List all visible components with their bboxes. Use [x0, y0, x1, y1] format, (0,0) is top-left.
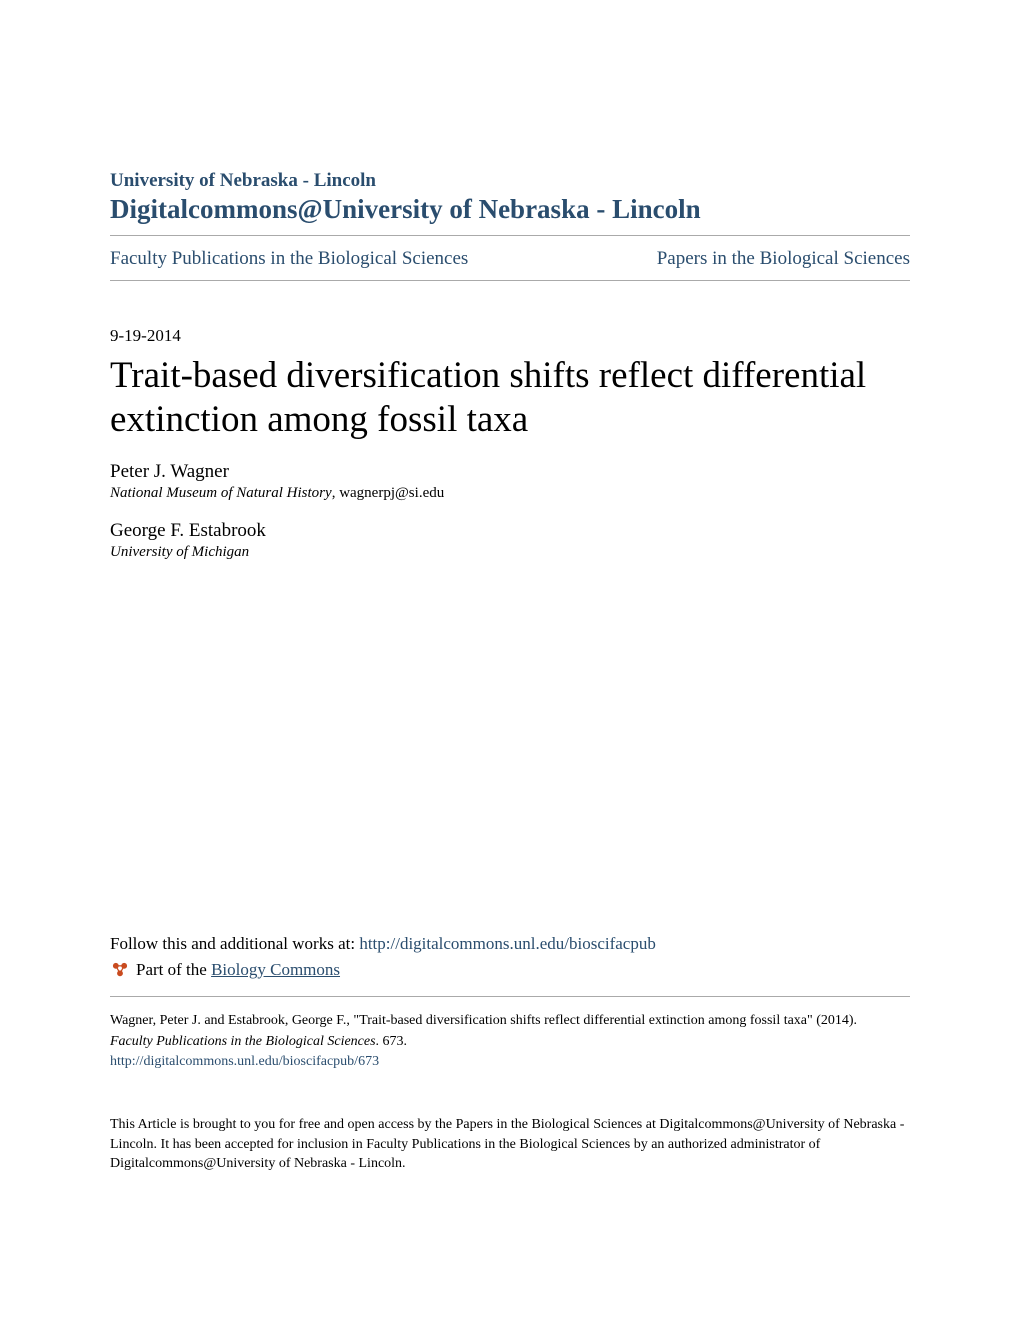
- author-name: George F. Estabrook: [110, 520, 910, 542]
- partof-link[interactable]: Biology Commons: [211, 960, 340, 979]
- collection-row: Faculty Publications in the Biological S…: [110, 248, 910, 270]
- citation-line2: Faculty Publications in the Biological S…: [110, 1032, 910, 1052]
- author-block-1: Peter J. Wagner National Museum of Natur…: [110, 461, 910, 502]
- spacer: [110, 579, 910, 934]
- author-affiliation: University of Michigan: [110, 544, 910, 561]
- partof-prefix: Part of the: [136, 960, 211, 979]
- citation-series: Faculty Publications in the Biological S…: [110, 1034, 376, 1049]
- publication-date: 9-19-2014: [110, 326, 910, 346]
- divider-collections: [110, 280, 910, 281]
- network-icon: [110, 960, 130, 980]
- divider-citation: [110, 996, 910, 997]
- paper-title: Trait-based diversification shifts refle…: [110, 354, 910, 443]
- follow-line: Follow this and additional works at: htt…: [110, 934, 910, 954]
- citation-url[interactable]: http://digitalcommons.unl.edu/bioscifacp…: [110, 1054, 910, 1070]
- follow-link[interactable]: http://digitalcommons.unl.edu/bioscifacp…: [359, 934, 656, 953]
- repository-name[interactable]: Digitalcommons@University of Nebraska - …: [110, 194, 910, 225]
- affiliation-institution: University of Michigan: [110, 544, 249, 560]
- follow-text: Follow this and additional works at:: [110, 934, 359, 953]
- partof-line: Part of the Biology Commons: [110, 960, 910, 980]
- author-name: Peter J. Wagner: [110, 461, 910, 483]
- citation-number: . 673.: [376, 1034, 408, 1049]
- affiliation-email: , wagnerpj@si.edu: [332, 485, 445, 501]
- author-block-2: George F. Estabrook University of Michig…: [110, 520, 910, 561]
- collection-left[interactable]: Faculty Publications in the Biological S…: [110, 248, 468, 270]
- affiliation-institution: National Museum of Natural History: [110, 485, 332, 501]
- author-affiliation: National Museum of Natural History, wagn…: [110, 485, 910, 502]
- citation-line1: Wagner, Peter J. and Estabrook, George F…: [110, 1011, 910, 1031]
- footer-text: This Article is brought to you for free …: [110, 1115, 910, 1174]
- institution-name: University of Nebraska - Lincoln: [110, 170, 910, 192]
- collection-right[interactable]: Papers in the Biological Sciences: [657, 248, 910, 270]
- divider-top: [110, 235, 910, 236]
